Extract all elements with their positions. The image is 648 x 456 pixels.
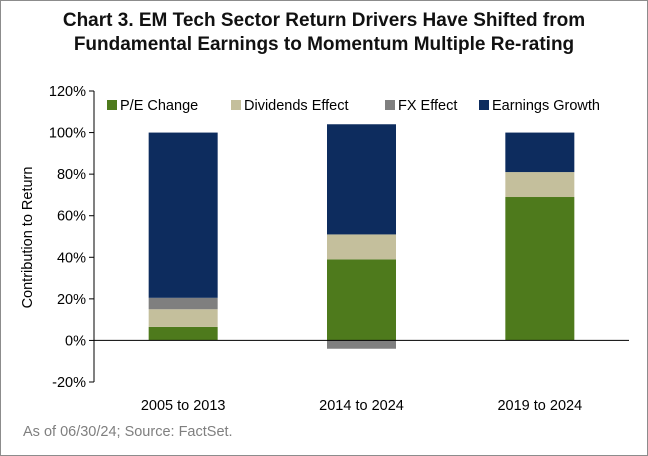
bar-dividends-effect: [505, 172, 575, 198]
y-axis-title: Contribution to Return: [20, 167, 36, 309]
chart-title: Chart 3. EM Tech Sector Return Drivers H…: [1, 9, 647, 57]
bar-dividends-effect: [327, 234, 396, 260]
x-tick-label: 2005 to 2013: [141, 398, 226, 414]
legend-label: Earnings Growth: [492, 98, 600, 114]
legend-label: P/E Change: [120, 98, 198, 114]
y-tick-label: 120%: [49, 84, 86, 100]
legend-label: FX Effect: [398, 98, 457, 114]
source-note: As of 06/30/24; Source: FactSet.: [23, 424, 233, 440]
bar-p-e-change: [327, 259, 396, 341]
y-tick-label: 60%: [57, 209, 86, 225]
legend-label: Dividends Effect: [244, 98, 349, 114]
bar-earnings-growth: [148, 132, 218, 298]
bar-earnings-growth: [505, 132, 575, 173]
legend-swatch: [385, 100, 395, 110]
y-tick-label: 20%: [57, 292, 86, 308]
bar-fx-effect: [148, 297, 218, 310]
legend-swatch: [231, 100, 241, 110]
bar-dividends-effect: [148, 309, 218, 327]
y-tick-label: 100%: [49, 126, 86, 142]
y-tick-label: 40%: [57, 250, 86, 266]
legend-swatch: [479, 100, 489, 110]
bar-p-e-change: [505, 197, 575, 341]
bar-earnings-growth: [327, 124, 396, 235]
x-tick-label: 2019 to 2024: [497, 398, 582, 414]
y-tick-label: 80%: [57, 167, 86, 183]
chart-title-line-2: Fundamental Earnings to Momentum Multipl…: [73, 34, 575, 55]
bar-p-e-change: [148, 326, 218, 341]
y-tick-label: -20%: [52, 375, 86, 391]
x-tick-label: 2014 to 2024: [319, 398, 404, 414]
chart-title-line-1: Chart 3. EM Tech Sector Return Drivers H…: [62, 10, 586, 31]
legend-swatch: [107, 100, 117, 110]
bar-fx-effect: [327, 340, 396, 349]
y-tick-label: 0%: [65, 333, 86, 349]
